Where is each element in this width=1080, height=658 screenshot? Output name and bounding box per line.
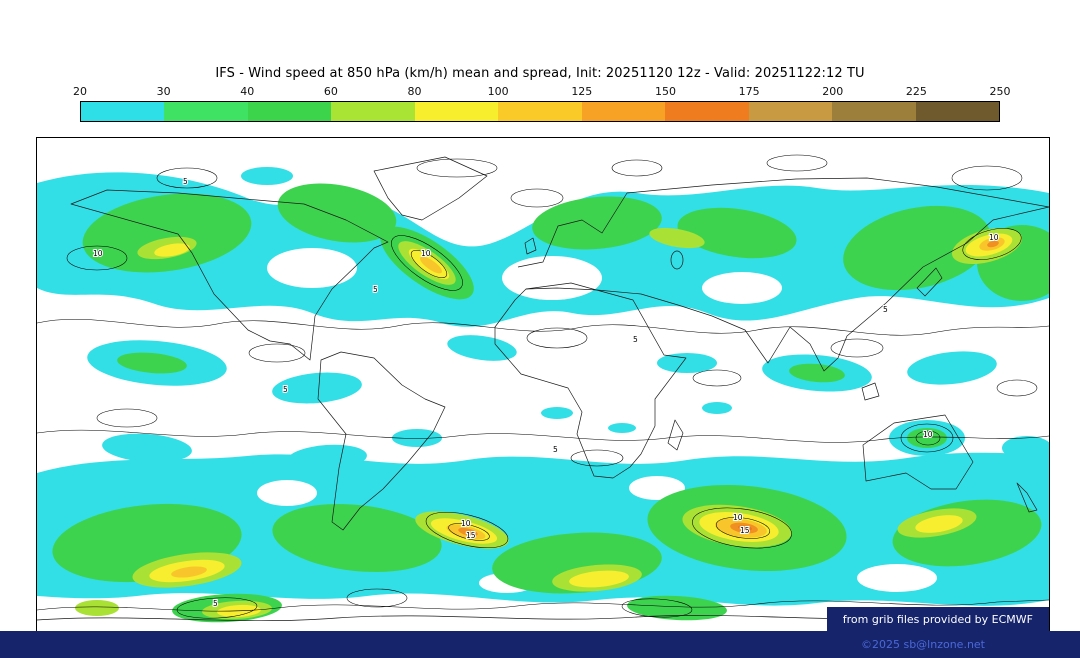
- colorbar-segment: [748, 102, 833, 121]
- contour-label: 15: [740, 526, 750, 535]
- wind-field-layer: [37, 163, 1049, 623]
- colorbar-tick-label: 175: [738, 85, 760, 98]
- contour-label: 5: [883, 305, 888, 314]
- colorbar-tick-label: 125: [571, 85, 593, 98]
- colorbar-segment: [832, 102, 916, 121]
- colorbar-tick-label: 20: [73, 85, 87, 98]
- colorbar-tick-label: 60: [323, 85, 338, 98]
- data-source-note: from grib files provided by ECMWF: [826, 607, 1049, 631]
- footer-bar: ©2025 sb@lnzone.net: [0, 631, 1080, 658]
- colorbar-segment: [665, 102, 749, 121]
- contour-label: 5: [633, 335, 638, 344]
- wind-map-canvas: 10 5 5 10 5 5 10 5 10 15 10 15 5 5 10: [37, 154, 1049, 623]
- colorbar-tick-label: 40: [240, 85, 255, 98]
- contour-label: 15: [466, 531, 476, 540]
- colorbar-ticks: 20 30 40 60 80 100 125 150 175 200 225 250: [73, 85, 1011, 99]
- contour-label: 10: [421, 249, 431, 258]
- contour-label: 5: [183, 177, 188, 186]
- contour-label: 5: [373, 285, 378, 294]
- colorbar-segment: [498, 102, 582, 121]
- wind-map: 10 5 5 10 5 5 10 5 10 15 10 15 5 5 10 fr…: [36, 137, 1050, 632]
- colorbar-tick-label: 200: [822, 85, 844, 98]
- colorbar-segment: [81, 102, 165, 121]
- contour-label: 5: [553, 445, 558, 454]
- contour-label: 10: [923, 430, 933, 439]
- colorbar-segment: [414, 102, 499, 121]
- colorbar-tick-label: 225: [905, 85, 927, 98]
- contour-label: 5: [283, 385, 288, 394]
- contour-label: 10: [461, 519, 471, 528]
- colorbar-tick-label: 80: [407, 85, 422, 98]
- colorbar-tick-label: 250: [989, 85, 1011, 98]
- colorbar-tick-label: 100: [487, 85, 509, 98]
- contour-label: 10: [733, 513, 743, 522]
- contour-label: 10: [989, 233, 999, 242]
- colorbar: 20 30 40 60 80 100 125 150 175 200 225 250: [73, 85, 1011, 125]
- colorbar-segment: [915, 102, 999, 121]
- contour-label-layer: 10 5 5 10 5 5 10 5 10 15 10 15 5 5 10: [92, 176, 1000, 609]
- colorbar-tick-label: 30: [156, 85, 171, 98]
- colorbar-tick-label: 150: [654, 85, 676, 98]
- colorbar-segment: [331, 102, 415, 121]
- spread-contour-layer: [37, 154, 1049, 619]
- contour-label: 10: [93, 249, 103, 258]
- colorbar-segment: [247, 102, 332, 121]
- colorbar-segment: [581, 102, 666, 121]
- page-title: IFS - Wind speed at 850 hPa (km/h) mean …: [215, 66, 865, 81]
- colorbar-segments: [80, 101, 1000, 122]
- colorbar-segment: [164, 102, 248, 121]
- copyright-text: ©2025 sb@lnzone.net: [860, 638, 985, 651]
- contour-label: 5: [213, 599, 218, 608]
